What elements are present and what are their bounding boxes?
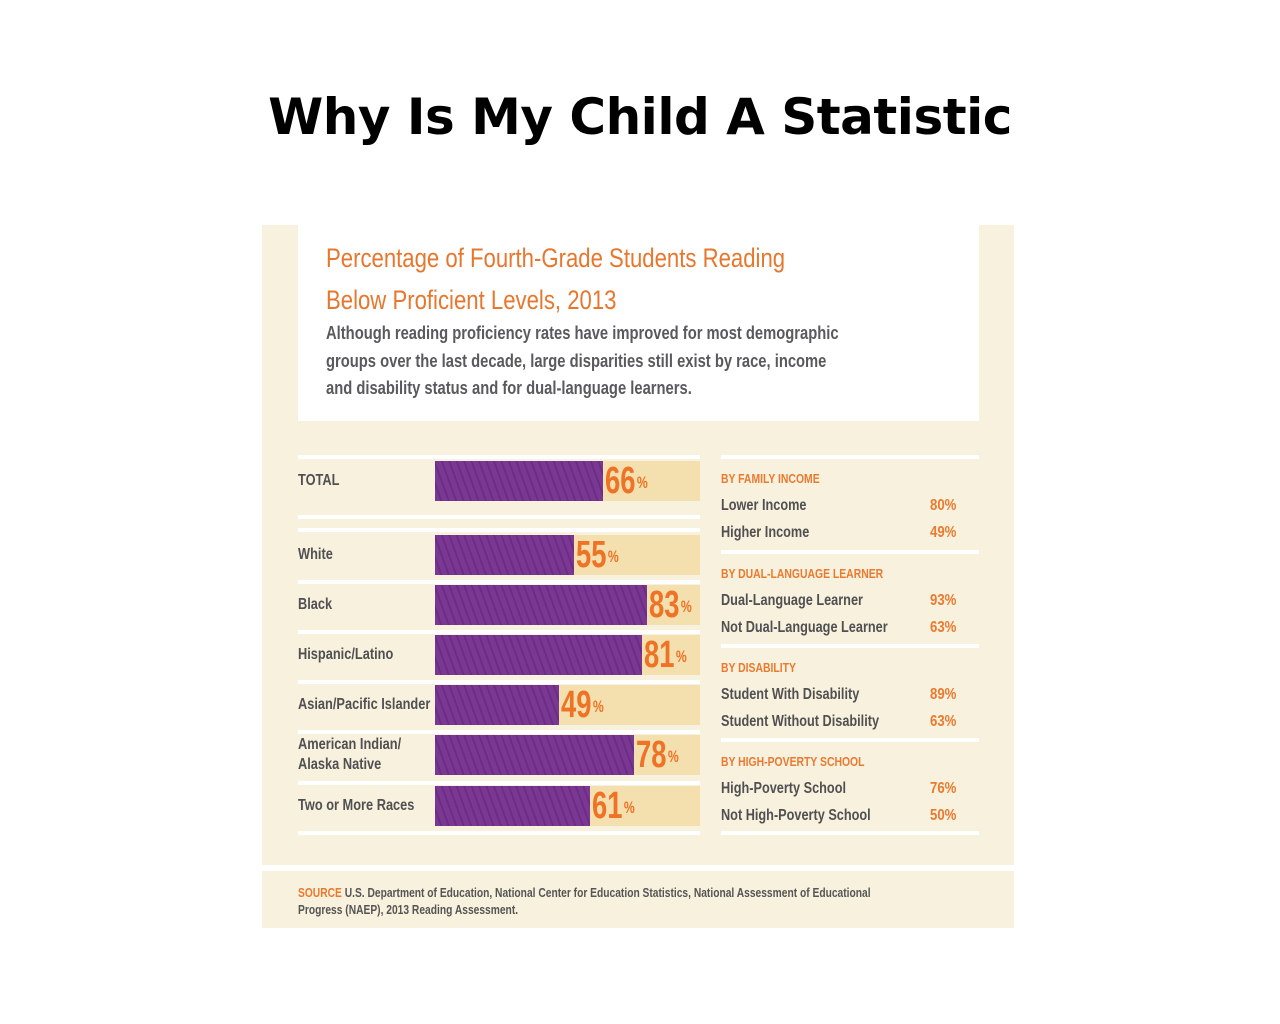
- subgroup-label: Not High-Poverty School: [721, 807, 871, 824]
- chart-title-line: Below Proficient Levels, 2013: [326, 285, 617, 315]
- percent-sign: %: [608, 547, 620, 566]
- divider-rule: [298, 630, 700, 634]
- bar-category-label: TOTAL: [298, 471, 339, 491]
- bar-category-label: Two or More Races: [298, 796, 414, 816]
- subgroup-value: 50%: [930, 807, 957, 824]
- bar-track: 81%: [435, 633, 700, 677]
- chart-header: Percentage of Fourth-Grade Students Read…: [298, 225, 979, 421]
- chart-title-line: Percentage of Fourth-Grade Students Read…: [326, 243, 786, 273]
- bar-category-label-line: Hispanic/Latino: [298, 646, 394, 663]
- section-heading: BY DUAL-LANGUAGE LEARNER: [721, 566, 884, 581]
- bar-value-number: 49: [560, 684, 592, 726]
- divider-rule: [298, 580, 700, 584]
- subgroup-value: 63%: [930, 619, 957, 636]
- bar: [435, 735, 635, 775]
- bar: [435, 461, 603, 501]
- source-text: U.S. Department of Education, National C…: [344, 886, 871, 900]
- slide-title: Why Is My Child A Statistic: [268, 88, 1012, 146]
- percent-sign: %: [636, 473, 648, 492]
- bar-category-label-line: Black: [298, 596, 333, 613]
- source-text: Progress (NAEP), 2013 Reading Assessment…: [298, 903, 519, 917]
- bar-category-label: Black: [298, 595, 332, 615]
- subgroup-label: Higher Income: [721, 524, 810, 541]
- bar-category-label-line: Two or More Races: [298, 797, 415, 814]
- subgroup-value: 63%: [930, 713, 957, 730]
- divider-rule: [298, 730, 700, 734]
- bar: [435, 685, 559, 725]
- percent-sign: %: [680, 597, 692, 616]
- section-heading: BY FAMILY INCOME: [721, 471, 820, 486]
- bar-value-number: 61: [591, 785, 623, 827]
- source-note: SOURCE U.S. Department of Education, Nat…: [298, 885, 872, 919]
- divider-rule: [721, 738, 979, 742]
- bar-category-label-line: Asian/Pacific Islander: [298, 696, 431, 713]
- bar: [435, 635, 642, 675]
- bar-category-label-line: American Indian/: [298, 736, 402, 753]
- bar-value-number: 78: [636, 734, 667, 776]
- bar-category-label-line: TOTAL: [298, 472, 340, 489]
- subtitle-line: Although reading proficiency rates have …: [326, 323, 839, 343]
- bar: [435, 786, 590, 826]
- divider-rule: [298, 515, 700, 519]
- bar-value-label: 55%: [576, 533, 619, 577]
- divider-rule: [298, 680, 700, 684]
- bar-category-label-line: Alaska Native: [298, 756, 382, 773]
- chart-subtitle: Although reading proficiency rates have …: [326, 320, 884, 403]
- bar-category-label: American Indian/Alaska Native: [298, 735, 401, 775]
- bar-value-number: 66: [604, 460, 636, 502]
- bar-track: 55%: [435, 533, 700, 577]
- bar-track: 49%: [435, 683, 700, 727]
- bar-value-label: 78%: [636, 733, 679, 777]
- section-heading: BY DISABILITY: [721, 660, 796, 675]
- bar: [435, 535, 575, 575]
- subgroup-label: Not Dual-Language Learner: [721, 619, 888, 636]
- bar-category-label: Asian/Pacific Islander: [298, 695, 430, 715]
- bar-value-label: 49%: [561, 683, 604, 727]
- infographic-panel: Percentage of Fourth-Grade Students Read…: [262, 225, 1014, 928]
- chart-title: Percentage of Fourth-Grade Students Read…: [326, 237, 834, 321]
- divider-rule: [298, 831, 700, 835]
- bar-value-number: 55: [576, 534, 607, 576]
- divider-rule: [721, 644, 979, 648]
- bar-category-label-line: White: [298, 546, 333, 563]
- bar-value-label: 61%: [592, 784, 635, 828]
- percent-sign: %: [623, 798, 635, 817]
- bar-value-label: 83%: [649, 583, 692, 627]
- divider-rule: [298, 781, 700, 785]
- divider-rule: [721, 831, 979, 835]
- section-heading: BY HIGH-POVERTY SCHOOL: [721, 754, 865, 769]
- subgroup-label: Lower Income: [721, 497, 807, 514]
- bar-value-number: 81: [643, 634, 675, 676]
- bar-value-label: 81%: [644, 633, 687, 677]
- bar-value-label: 66%: [605, 459, 648, 503]
- bar-category-label: Hispanic/Latino: [298, 645, 393, 665]
- percent-sign: %: [667, 747, 679, 766]
- source-footer: SOURCE U.S. Department of Education, Nat…: [262, 865, 1014, 928]
- subgroup-value: 49%: [930, 524, 957, 541]
- divider-rule: [721, 455, 979, 459]
- divider-rule: [298, 528, 700, 532]
- percent-sign: %: [592, 697, 604, 716]
- bar-category-label: White: [298, 545, 333, 565]
- subtitle-line: and disability status and for dual-langu…: [326, 378, 692, 398]
- subtitle-line: groups over the last decade, large dispa…: [326, 350, 827, 371]
- subgroup-label: Dual-Language Learner: [721, 592, 863, 609]
- subgroup-label: Student With Disability: [721, 686, 860, 703]
- bar-track: 61%: [435, 784, 700, 828]
- bar-track: 78%: [435, 733, 700, 777]
- divider-rule: [298, 455, 700, 459]
- subgroup-label: Student Without Disability: [721, 713, 880, 730]
- subgroup-value: 89%: [930, 686, 957, 703]
- source-tag: SOURCE: [298, 886, 342, 900]
- bar-track: 66%: [435, 459, 700, 503]
- bar: [435, 585, 647, 625]
- bar-track: 83%: [435, 583, 700, 627]
- bar-value-number: 83: [648, 584, 680, 626]
- percent-sign: %: [675, 647, 687, 666]
- subgroup-value: 76%: [930, 780, 957, 797]
- subgroup-value: 80%: [930, 497, 957, 514]
- divider-rule: [721, 550, 979, 554]
- subgroup-value: 93%: [930, 592, 957, 609]
- subgroup-label: High-Poverty School: [721, 780, 846, 797]
